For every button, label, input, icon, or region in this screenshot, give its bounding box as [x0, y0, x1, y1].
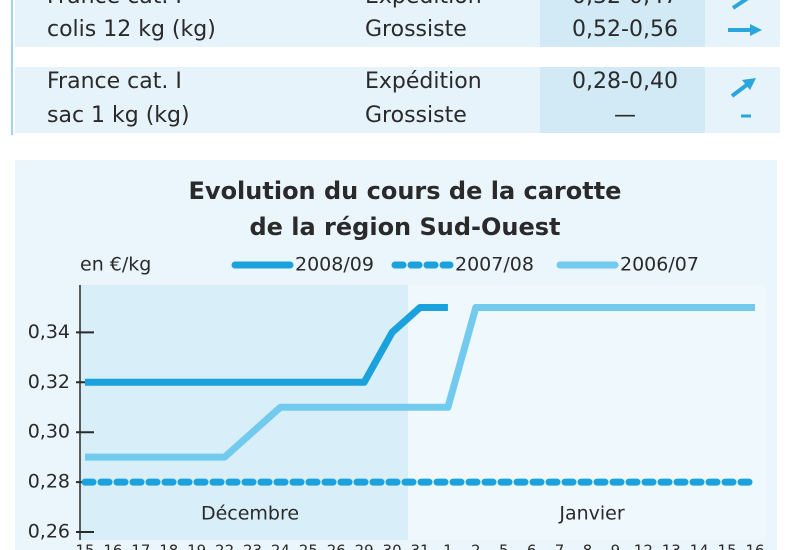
- x-tick-label: 8: [583, 542, 593, 550]
- x-tick-label: 1: [443, 542, 453, 550]
- x-tick-label: 9: [611, 542, 621, 550]
- trend-icons: [728, 0, 762, 118]
- x-tick-label: 22: [215, 542, 234, 550]
- x-tick-label: 16: [745, 542, 764, 550]
- x-tick-label: 18: [159, 542, 178, 550]
- month-label: Janvier: [558, 503, 625, 525]
- y-tick-label: 0,30: [28, 421, 70, 443]
- table: France cat. I colis 12 kg (kg) Expédition G…: [47, 0, 678, 128]
- x-tick-label: 2: [471, 542, 481, 550]
- chart-subtitle: de la région Sud-Ouest: [249, 213, 560, 241]
- table-cell: France cat. I: [47, 69, 182, 94]
- x-tick-label: 23: [243, 542, 262, 550]
- legend-label: 2007/08: [455, 254, 534, 276]
- table-cell: —: [614, 103, 636, 128]
- table-cell: Grossiste: [365, 103, 467, 128]
- x-tick-label: 15: [75, 542, 94, 550]
- cell-bg: [540, 0, 705, 47]
- legend-label: 2008/09: [295, 254, 374, 276]
- x-tick-label: 5: [499, 542, 509, 550]
- cell-bg: [318, 67, 540, 133]
- x-tick-label: 6: [527, 542, 537, 550]
- month-label: Décembre: [201, 503, 299, 525]
- period-bg: [80, 285, 408, 540]
- y-tick-label: 0,26: [28, 521, 70, 543]
- x-tick-label: 7: [555, 542, 565, 550]
- series-line: [85, 303, 755, 461]
- y-tick-label: 0,28: [28, 471, 70, 493]
- x-tick-label: 31: [410, 542, 429, 550]
- x-tick-label: 19: [187, 542, 206, 550]
- x-tick-label: 29: [355, 542, 374, 550]
- table-cell: France cat. I: [47, 0, 182, 9]
- table-cell: Expédition: [365, 0, 482, 9]
- cell-bg: [540, 67, 705, 133]
- legend-label: 2006/07: [620, 254, 699, 276]
- x-tick-label: 26: [327, 542, 346, 550]
- cell-bg: [15, 0, 318, 47]
- y-label: en €/kg: [80, 254, 151, 276]
- table-cell: 0,32-0,47: [572, 0, 678, 9]
- x-tick-label: 30: [383, 542, 402, 550]
- table-cell: sac 1 kg (kg): [47, 103, 190, 128]
- table-cell: colis 12 kg (kg): [47, 17, 216, 42]
- x-tick-label: 12: [634, 542, 653, 550]
- cell-bg: [705, 67, 780, 133]
- cell-bg: [705, 0, 780, 47]
- table-cell: 0,28-0,40: [572, 69, 678, 94]
- x-tick-label: 15: [718, 542, 737, 550]
- x-tick-label: 13: [662, 542, 681, 550]
- table-cell: Expédition: [365, 69, 482, 94]
- table-cell: Grossiste: [365, 17, 467, 42]
- series-line: [85, 303, 448, 386]
- chart-title: Evolution du cours de la carotte: [189, 177, 622, 205]
- table-cell: 0,52-0,56: [572, 17, 678, 42]
- cell-bg: [318, 0, 540, 47]
- x-tick-label: 17: [131, 542, 150, 550]
- y-tick-label: 0,32: [28, 371, 70, 393]
- x-tick-label: 16: [103, 542, 122, 550]
- y-tick-label: 0,34: [28, 321, 70, 343]
- x-tick-label: 25: [299, 542, 318, 550]
- x-tick-label: 24: [271, 542, 290, 550]
- x-tick-label: 14: [690, 542, 709, 550]
- cell-bg: [15, 67, 318, 133]
